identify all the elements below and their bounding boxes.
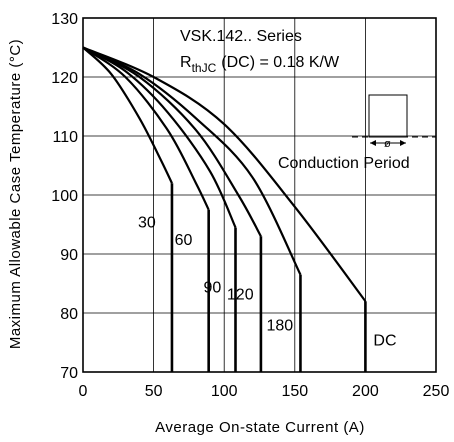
series-label-120: 120 [227,286,254,303]
rth-rest: (DC) = 0.18 K/W [221,54,340,71]
rth-note: RthJC (DC) = 0.18 K/W [180,54,340,75]
arrow-left-head [370,140,376,146]
y-tick-label: 120 [51,70,78,87]
x-tick-label: 0 [79,383,88,400]
x-tick-label: 200 [352,383,379,400]
y-tick-label: 130 [51,11,78,28]
conduction-period-label: Conduction Period [278,155,410,172]
y-tick-label: 100 [51,188,78,205]
series-curve-DC [82,46,367,302]
series-curve-180 [82,46,302,276]
series-curve-60 [82,46,210,211]
series-label-DC: DC [373,332,396,349]
conduction-pulse [368,94,408,138]
y-axis-title: Maximum Allowable Case Temperature (°C) [7,39,24,349]
series-curve-90 [82,46,237,228]
grid [83,18,436,372]
phi-label: ø [384,138,391,150]
x-tick-label: 250 [423,383,450,400]
x-axis-title: Average On-state Current (A) [155,419,365,436]
arrow-right-head [400,140,406,146]
x-tick-labels: 0 50 100 150 200 250 [79,383,450,400]
y-tick-label: 90 [60,247,78,264]
y-tick-label: 80 [60,306,78,323]
x-tick-label: 50 [145,383,163,400]
series-layer: 30 60 90 120 180 DC [82,46,397,372]
y-tick-label: 110 [52,129,78,146]
rth-symbol: R [180,54,192,71]
x-tick-label: 100 [211,383,238,400]
y-tick-label: 70 [60,365,78,382]
y-tick-labels: 70 80 90 100 110 120 130 [51,11,78,382]
series-curve-120 [82,46,262,237]
series-label-90: 90 [203,279,221,296]
x-tick-label: 150 [281,383,308,400]
series-label-60: 60 [175,232,193,249]
series-curve-30 [82,46,173,184]
series-name-note: VSK.142.. Series [180,28,302,45]
conduction-period-icon: ø [352,94,436,150]
series-label-180: 180 [266,318,293,335]
plot-frame [82,17,437,373]
series-label-30: 30 [138,214,156,231]
rth-subscript: thJC [192,61,217,75]
